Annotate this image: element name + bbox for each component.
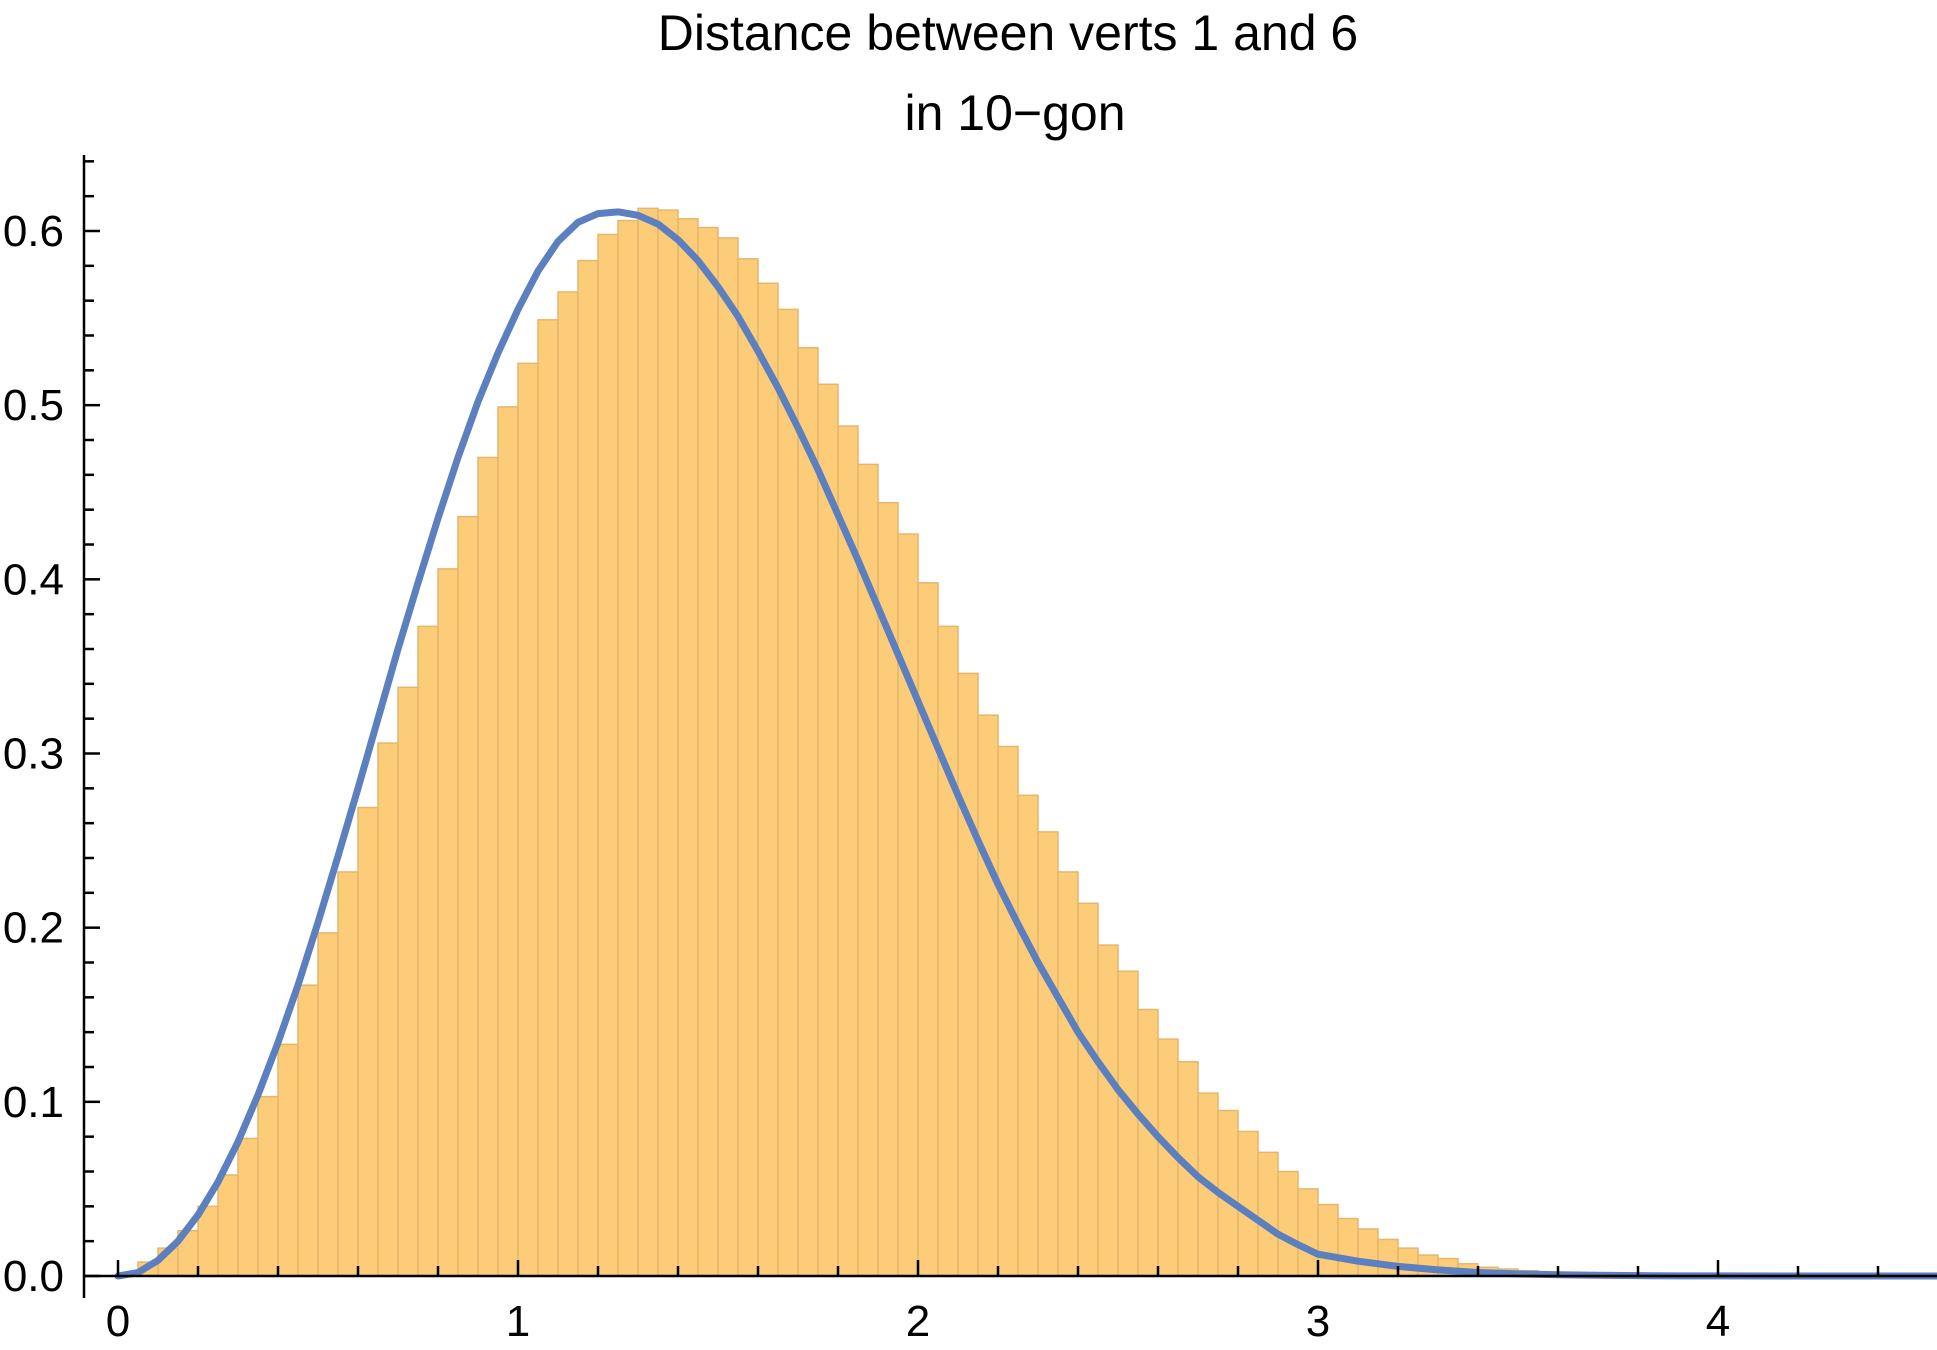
histogram-bar [417,625,439,1277]
histogram-bar [477,456,499,1277]
histogram-bar [757,282,779,1277]
histogram-bar [1337,1217,1359,1277]
histogram-bar [1137,1008,1159,1277]
histogram-bar [717,237,739,1277]
histogram-bar [537,319,559,1277]
histogram-bar [1257,1151,1279,1277]
histogram-bar [637,207,659,1277]
histogram-bar [497,406,519,1277]
x-tick-label: 1 [506,1297,530,1346]
histogram-bar [657,209,679,1277]
y-tick-label: 0.5 [3,381,64,430]
histogram-bar [437,568,459,1277]
chart-title-line-2: in 10−gon [904,85,1125,141]
histogram-bar [597,233,619,1277]
histogram-bar [277,1043,299,1277]
x-tick-label: 3 [1306,1297,1330,1346]
histogram-bar [1037,831,1059,1277]
histogram-bars [137,207,1779,1277]
histogram-bar [1297,1188,1319,1277]
chart-title-line-1: Distance between verts 1 and 6 [658,5,1358,61]
histogram-bar [977,714,999,1277]
histogram-bar [1377,1238,1399,1277]
histogram-bar [1057,871,1079,1277]
histogram-bar [897,533,919,1277]
x-axis-ticks: 0 1 2 3 4 [106,1260,1880,1346]
y-tick-label: 0.3 [3,730,64,779]
histogram-bar [1397,1247,1419,1277]
density-curve [114,208,1937,1280]
histogram-bar [1077,902,1099,1277]
y-axis-ticks: 0.0 0.1 0.2 0.3 0.4 0.5 0.6 [3,160,100,1301]
histogram-bar [1277,1170,1299,1277]
histogram-bar [237,1137,259,1277]
histogram-bar [357,806,379,1277]
histogram-bar [1117,970,1139,1277]
histogram-bar [937,625,959,1277]
y-tick-label: 0.2 [3,904,64,953]
x-tick-label: 0 [106,1297,130,1346]
y-tick-label: 0.0 [3,1252,64,1301]
histogram-bar [457,515,479,1277]
histogram-bar [217,1174,239,1277]
histogram-bar [1317,1203,1339,1277]
histogram-bar [517,362,539,1277]
y-tick-label: 0.1 [3,1078,64,1127]
histogram-bar [317,932,339,1277]
histogram-bar [297,984,319,1277]
histogram-bar [957,672,979,1277]
x-tick-label: 2 [906,1297,930,1346]
histogram-bar [677,218,699,1277]
histogram-bar [697,226,719,1277]
histogram-bar [1357,1228,1379,1277]
histogram-bar [777,308,799,1277]
histogram-bar [737,258,759,1277]
histogram-bar [257,1095,279,1277]
pdf-curve-layer [114,208,1937,1280]
y-tick-label: 0.4 [3,555,64,604]
histogram-bar [817,383,839,1277]
histogram-bar [557,291,579,1277]
histogram-bar [577,259,599,1277]
histogram-bar [797,346,819,1277]
x-tick-label: 4 [1706,1297,1730,1346]
histogram-bar [617,219,639,1277]
histogram-bar [377,742,399,1277]
histogram-bar [1237,1130,1259,1277]
histogram-bar [917,582,939,1277]
histogram-bar [997,745,1019,1277]
histogram-bar [1097,944,1119,1277]
histogram-bar [397,686,419,1277]
y-tick-label: 0.6 [3,207,64,256]
histogram-bar [337,871,359,1277]
histogram-bar [1017,794,1039,1277]
